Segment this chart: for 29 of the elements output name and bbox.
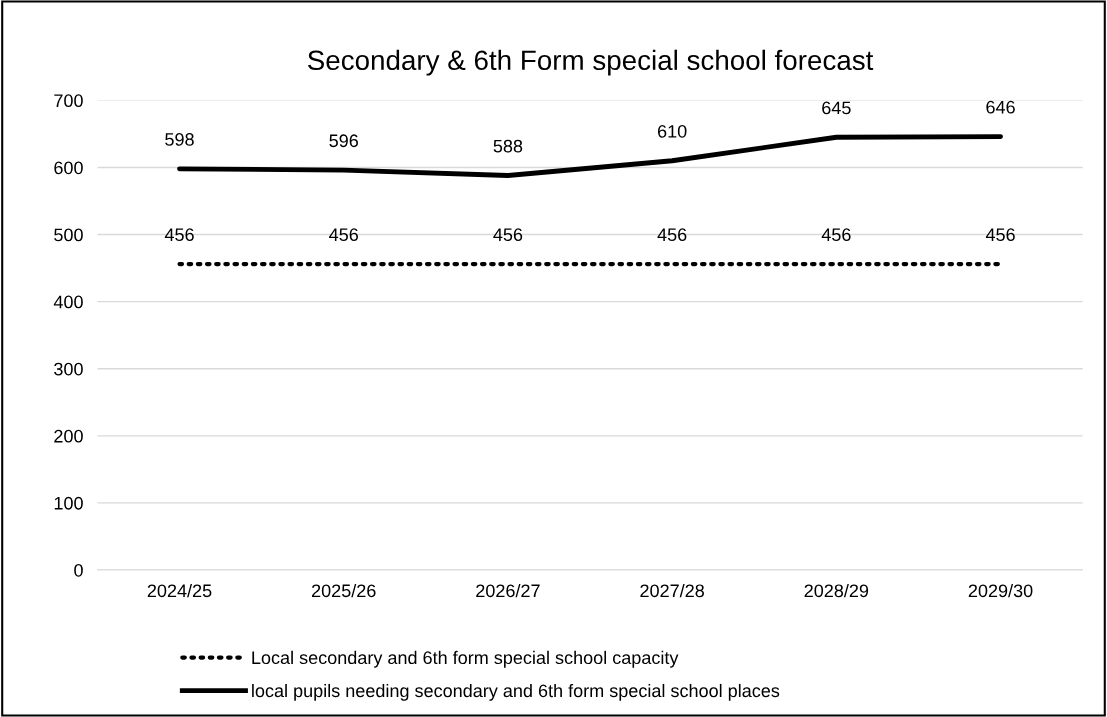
data-label: 598 [165,133,194,146]
y-tick-label: 600 [54,161,83,175]
x-tick-label: 2028/29 [804,583,869,598]
x-tick-label: 2026/27 [476,583,540,598]
x-tick-label: 2025/26 [312,583,376,598]
legend-label: Local secondary and 6th form special school capacity [252,650,679,668]
data-label: 588 [493,139,523,153]
x-tick-label: 2024/25 [147,583,212,598]
chart-title: Secondary & 6th Form special school forecast [308,49,874,76]
data-label: 596 [329,134,358,148]
y-tick-label: 100 [54,496,83,510]
y-tick-label: 0 [74,563,83,577]
data-label: 456 [985,228,1015,242]
y-tick-label: 700 [54,94,83,108]
data-label: 646 [986,100,1015,114]
y-tick-label: 400 [53,295,83,309]
data-label: 456 [493,228,523,242]
data-label: 456 [164,228,194,242]
data-label: 456 [657,228,687,242]
x-tick-label: 2029/30 [968,583,1033,598]
data-label: 456 [329,228,358,242]
y-tick-label: 300 [54,362,83,376]
legend-label: local pupils needing secondary and 6th form special school places [252,683,780,701]
data-label: 645 [822,101,851,115]
y-tick-label: 200 [54,429,83,443]
y-tick-label: 500 [54,228,83,242]
data-label: 456 [821,228,851,242]
x-tick-label: 2027/28 [640,583,704,598]
data-label: 610 [657,124,687,138]
